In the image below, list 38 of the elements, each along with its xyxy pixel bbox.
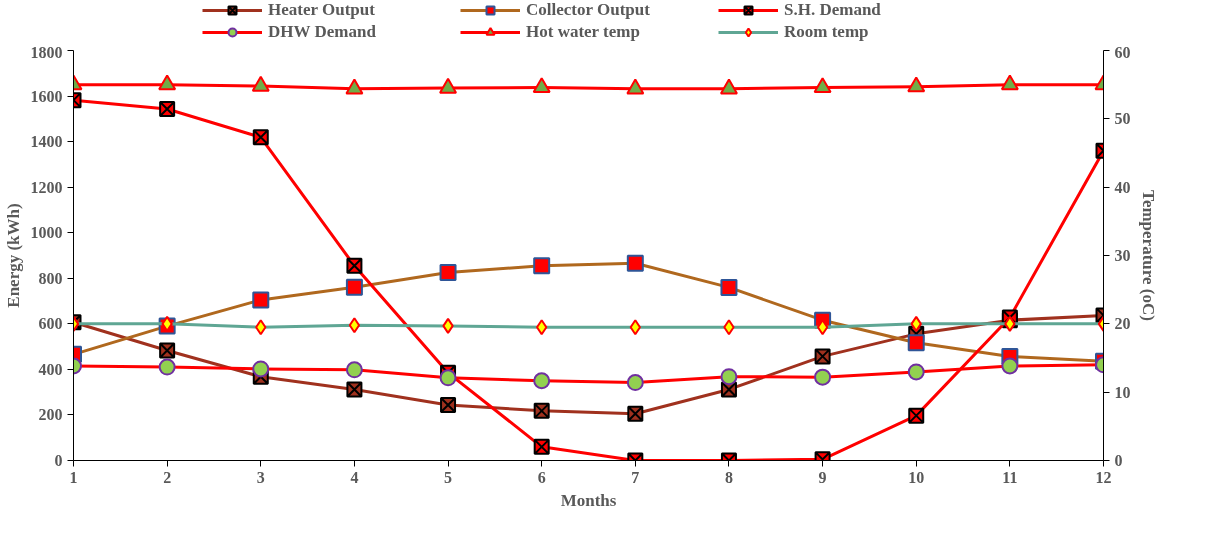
y-tick-label: 400: [38, 360, 63, 378]
x-tick-label: 6: [537, 468, 546, 486]
y-tick-label: 800: [38, 269, 63, 287]
x-tick-label: 9: [818, 468, 827, 486]
x-tick-label: 12: [1095, 468, 1112, 486]
y-tick-label: 1400: [30, 133, 63, 151]
y2-axis-title: Temperature (oC): [1138, 190, 1158, 321]
x-tick-label: 10: [908, 468, 925, 486]
y-tick-label: 200: [38, 406, 63, 424]
x-tick-label: 4: [350, 468, 359, 486]
x-tick-label: 2: [163, 468, 172, 486]
y2-tick-label: 20: [1114, 315, 1131, 333]
legend-label: Heater Output: [268, 0, 376, 20]
x-tick-label: 7: [631, 468, 640, 486]
x-tick-label: 3: [256, 468, 265, 486]
x-tick-label: 11: [1002, 468, 1018, 486]
y-tick-label: 1800: [30, 43, 63, 61]
y2-tick-label: 10: [1114, 383, 1131, 401]
y2-tick-label: 40: [1114, 178, 1131, 196]
x-tick-label: 8: [724, 468, 733, 486]
x-axis-title: Months: [560, 490, 617, 510]
y-tick-label: 600: [38, 315, 63, 333]
legend-label: Hot water temp: [526, 22, 641, 42]
y2-tick-label: 30: [1114, 247, 1131, 264]
y2-tick-label: 0: [1114, 452, 1123, 469]
y-tick-label: 1200: [30, 178, 63, 196]
y-tick-label: 0: [54, 452, 63, 469]
x-tick-label: 1: [69, 468, 78, 486]
legend-label: S.H. Demand: [784, 0, 882, 20]
legend-label: Collector Output: [526, 0, 651, 20]
legend-label: DHW Demand: [268, 22, 377, 42]
legend-label: Room temp: [784, 22, 870, 42]
y2-tick-label: 60: [1114, 43, 1131, 61]
y-axis-title: Energy (kWh): [3, 203, 23, 308]
y-tick-label: 1000: [30, 224, 63, 242]
y2-tick-label: 50: [1114, 110, 1131, 128]
x-tick-label: 5: [444, 468, 453, 486]
y-tick-label: 1600: [30, 87, 63, 105]
